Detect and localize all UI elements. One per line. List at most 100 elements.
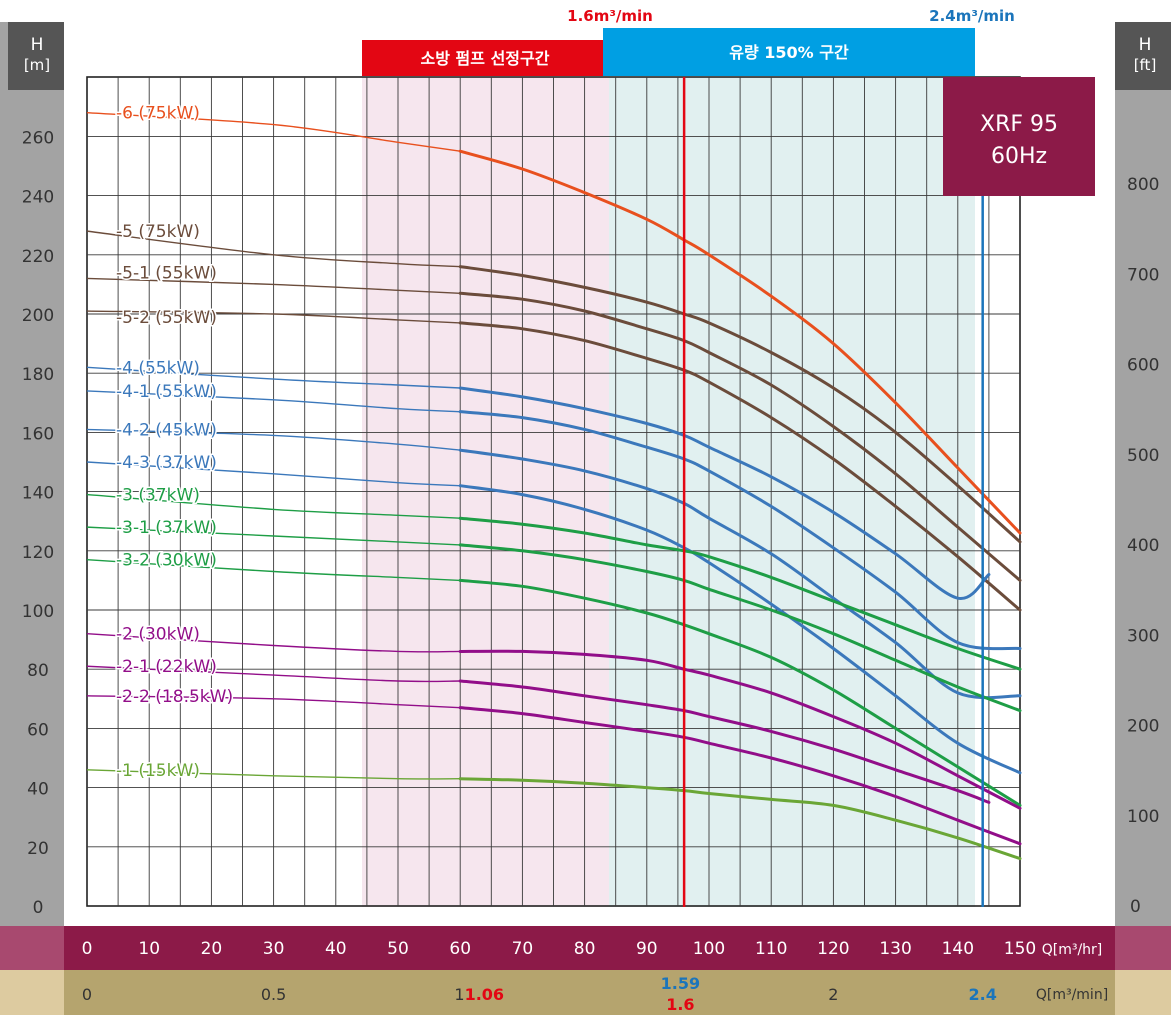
model-badge-frequency: 60Hz <box>991 144 1047 169</box>
q-hr-tick-label: 30 <box>263 939 285 959</box>
right-axis-label-unit: [ft] <box>1134 56 1157 74</box>
q-hr-tick-label: 120 <box>817 939 849 959</box>
pump-curve-low-flow <box>86 230 461 268</box>
pump-curve <box>458 410 1022 651</box>
y-left-tick-label: 80 <box>27 661 49 681</box>
q-hr-axis-ticks: 0 10 20 30 40 50 60 70 80 90 100 110 120 130 140 150 <box>82 939 1037 959</box>
curve-label: -2-2 (18.5kW) <box>116 687 233 707</box>
curve-label: -2 (30kW) <box>116 625 200 645</box>
pump-curve <box>458 484 1022 775</box>
curve-labels: -6 (75kW) -5 (75kW) -5-1 (55kW) -5-2 (55kW)… <box>115 102 235 782</box>
pump-curve-low-flow <box>86 366 461 389</box>
curve-label: -3-2 (30kW) <box>116 551 217 571</box>
right-axis-panel <box>1115 22 1171 926</box>
y-right-tick-label: 600 <box>1127 356 1159 376</box>
q-min-tick-label: 2 <box>828 985 838 1004</box>
y-right-tick-label: 400 <box>1127 536 1159 556</box>
pump-curve <box>458 386 991 600</box>
y-left-tick-label: 100 <box>22 602 54 622</box>
q-hr-tick-label: 110 <box>755 939 787 959</box>
pump-curve <box>458 265 1022 544</box>
y-right-tick-label: 0 <box>1130 897 1141 917</box>
left-axis-header <box>8 22 64 90</box>
curve-label: -5 (75kW) <box>116 222 200 242</box>
q-min-tick-label: 0 <box>82 985 92 1004</box>
q-hr-tick-label: 0 <box>82 939 93 959</box>
y-right-tick-label: 700 <box>1127 265 1159 285</box>
q-min-axis-ticks: 0 0.5 1 1.06 1.59 1.6 2 2.4 <box>82 974 997 1014</box>
left-axis-label-unit: [m] <box>24 56 50 74</box>
model-badge <box>943 77 1095 196</box>
curve-label: -4-2 (45kW) <box>116 420 217 440</box>
q-hr-tick-label: 100 <box>693 939 725 959</box>
curve-label: -5-1 (55kW) <box>116 263 217 283</box>
y-left-tick-label: 260 <box>22 128 54 148</box>
q-hr-tick-label: 150 <box>1004 939 1036 959</box>
q-min-axis-bar-right <box>1115 970 1171 1015</box>
left-axis-panel <box>0 22 64 926</box>
pump-curve-low-flow <box>86 769 461 780</box>
q-hr-tick-label: 40 <box>325 939 347 959</box>
pump-curve-low-flow <box>86 526 461 546</box>
q-hr-tick-label: 60 <box>449 939 471 959</box>
q-hr-tick-label: 90 <box>636 939 658 959</box>
left-axis-label-h: H <box>31 35 44 55</box>
left-y-axis-ticks: 0 20 40 60 80 100 120 140 160 180 200 220 240 260 <box>22 128 54 918</box>
flow-150-zone-label: 유량 150% 구간 <box>729 43 849 62</box>
pump-curve-low-flow <box>86 632 461 653</box>
q-min-axis-bar <box>64 970 1115 1015</box>
q-hr-tick-label: 20 <box>201 939 223 959</box>
pump-curve <box>458 543 1022 713</box>
q-hr-tick-label: 70 <box>512 939 534 959</box>
q-min-tick-label: 1.6 <box>666 995 694 1014</box>
curve-label: -4 (55kW) <box>116 358 200 378</box>
q-hr-tick-label: 10 <box>138 939 160 959</box>
q-min-axis-bar-left <box>0 970 64 1015</box>
q-hr-tick-label: 140 <box>942 939 974 959</box>
fire-pump-zone-label: 소방 펌프 선정구간 <box>421 49 550 68</box>
pump-curve-low-flow <box>86 112 461 152</box>
pump-curve-low-flow <box>86 428 461 451</box>
pump-curve <box>458 291 1022 582</box>
fire-pump-zone-header <box>362 40 609 76</box>
q-min-tick-label: 1.06 <box>465 985 504 1004</box>
model-badge-name: XRF 95 <box>980 112 1058 137</box>
y-left-tick-label: 140 <box>22 484 54 504</box>
curve-label: -3 (37kW) <box>116 486 200 506</box>
pump-curve-low-flow <box>86 310 461 324</box>
q-hr-axis-bar <box>64 926 1115 970</box>
curve-label: -4-3 (37kW) <box>116 453 217 473</box>
pump-curve-low-flow <box>86 558 461 582</box>
marker-1-6-label: 1.6m³/min <box>567 7 653 25</box>
marker-2-4-label: 2.4m³/min <box>929 7 1015 25</box>
q-min-unit-label: Q[m³/min] <box>1036 987 1108 1003</box>
y-right-tick-label: 800 <box>1127 175 1159 195</box>
pump-curve-low-flow <box>86 695 461 709</box>
y-left-tick-label: 200 <box>22 306 54 326</box>
pump-curve-low-flow <box>86 665 461 683</box>
curve-label: -1 (15kW) <box>116 761 200 781</box>
y-left-tick-label: 20 <box>27 839 49 859</box>
right-y-axis-ticks: 0 100 200 300 400 500 600 700 800 <box>1127 175 1159 917</box>
y-left-tick-label: 60 <box>27 720 49 740</box>
pump-curve <box>458 706 1022 846</box>
pump-curve <box>458 578 1022 807</box>
curve-label: -5-2 (55kW) <box>116 308 217 328</box>
y-left-tick-label: 240 <box>22 188 54 208</box>
q-hr-unit-label: Q[m³/hr] <box>1042 942 1103 958</box>
y-left-tick-label: 120 <box>22 543 54 563</box>
pump-curve <box>458 321 1022 612</box>
pump-curve <box>458 516 1022 671</box>
q-min-tick-label: 2.4 <box>969 985 997 1004</box>
pump-curve-low-flow <box>86 277 461 294</box>
pump-curve <box>458 448 1022 700</box>
right-axis-header <box>1115 22 1171 90</box>
y-left-tick-label: 160 <box>22 424 54 444</box>
pump-curve-low-flow <box>86 493 461 519</box>
q-min-tick-label: 0.5 <box>261 985 286 1004</box>
curve-label: -4-1 (55kW) <box>116 382 217 402</box>
y-left-tick-label: 180 <box>22 365 54 385</box>
curve-label: -6 (75kW) <box>116 104 200 124</box>
q-min-tick-label: 1 <box>454 985 464 1004</box>
